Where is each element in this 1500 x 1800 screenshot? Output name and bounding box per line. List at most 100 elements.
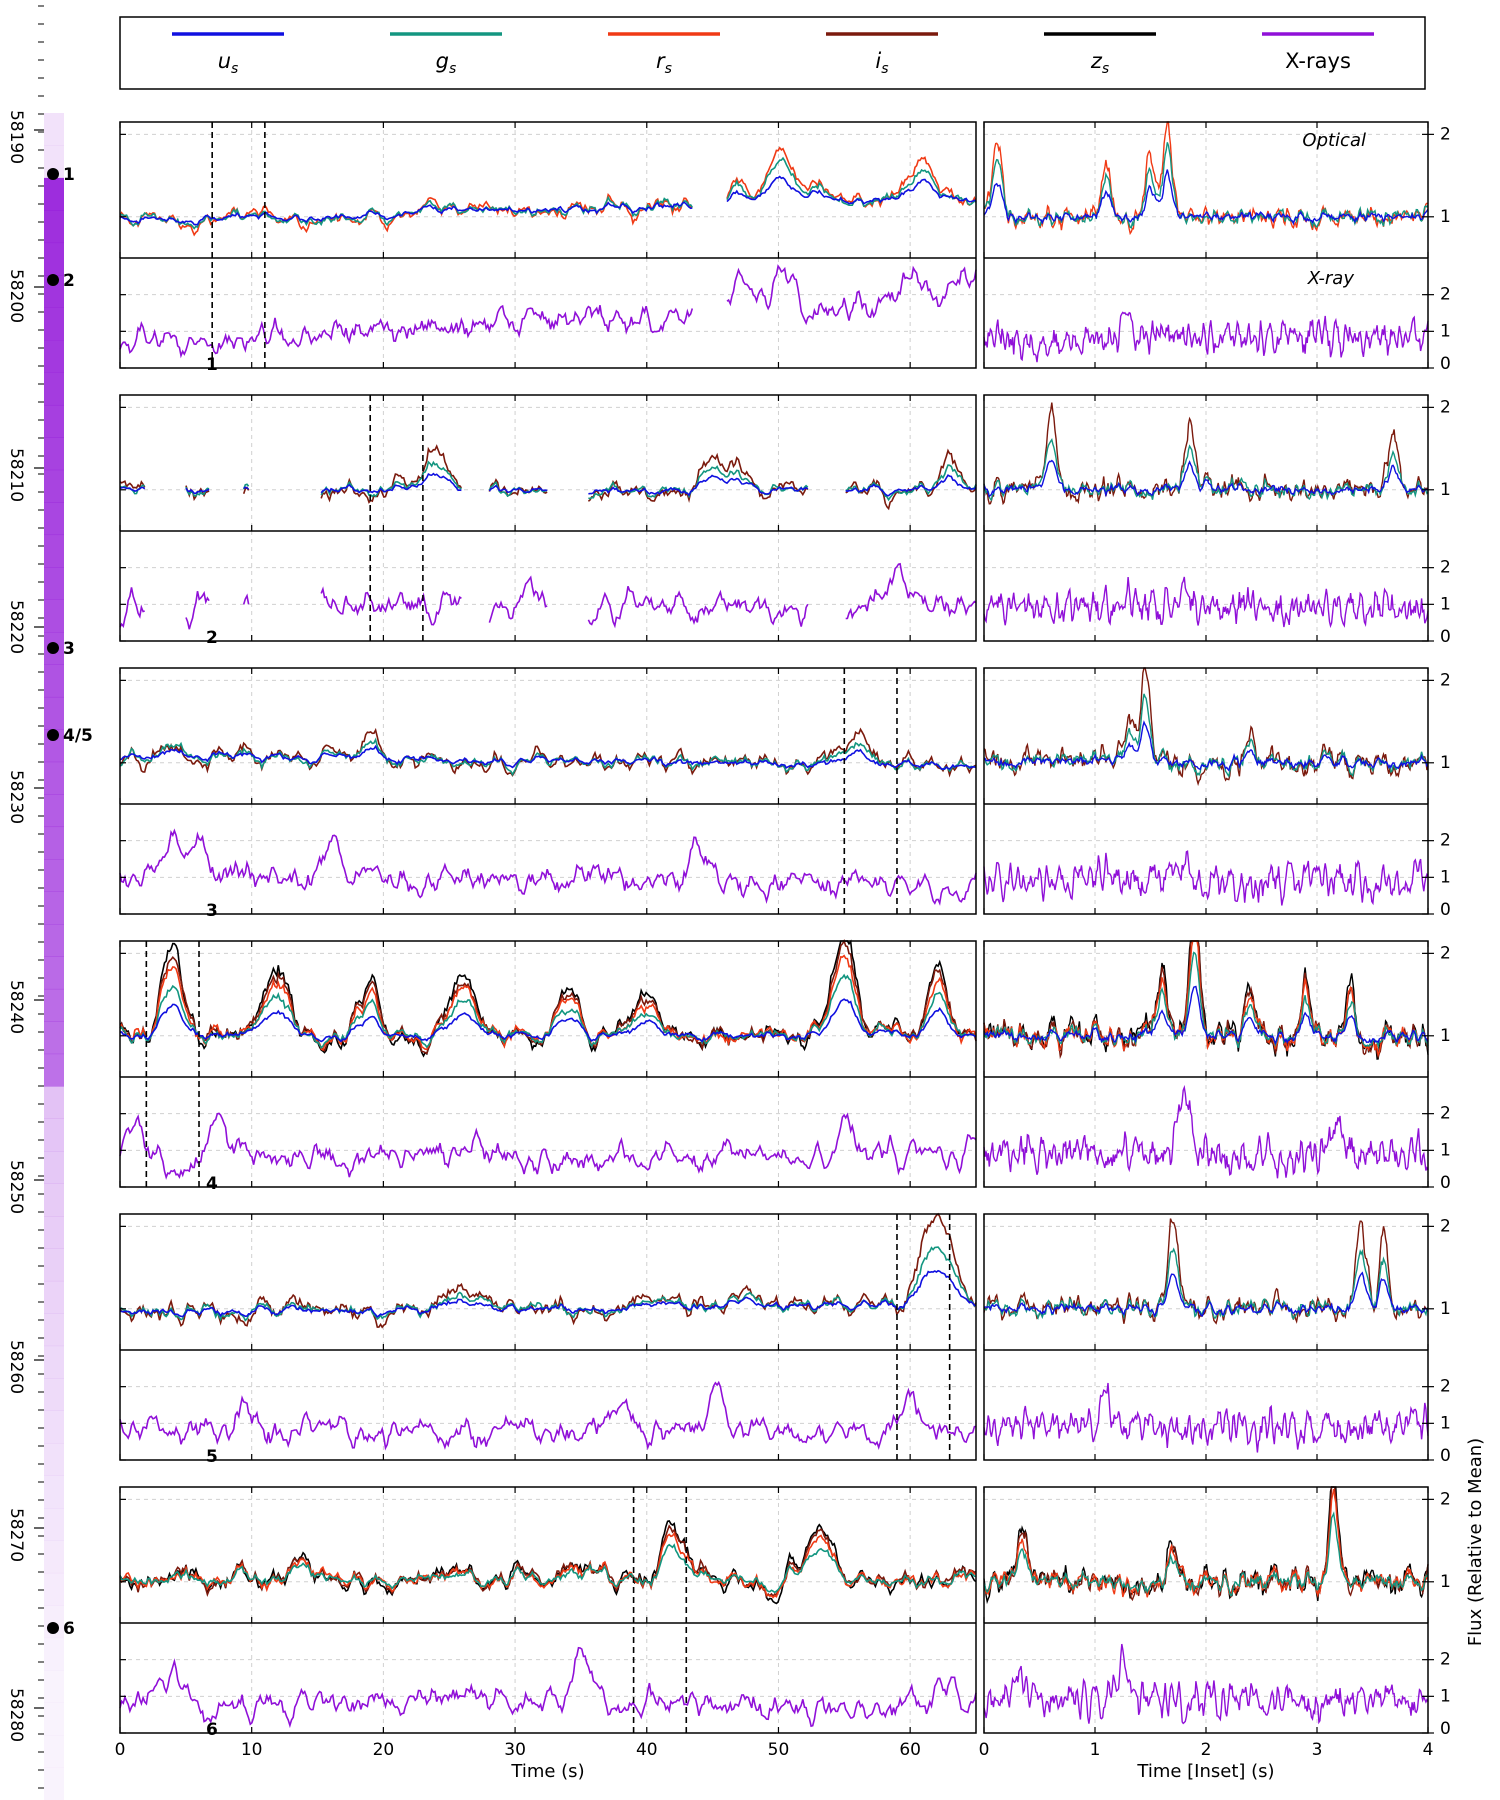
optical-series-i — [119, 444, 977, 511]
timeline-block — [44, 113, 64, 146]
optical-y-tick-label: 2 — [1440, 670, 1451, 690]
timeline-block — [44, 794, 64, 828]
xray-y-tick-label: 2 — [1440, 1104, 1451, 1124]
xray-series — [119, 1646, 977, 1729]
timeline-block — [44, 1313, 64, 1347]
main-x-tick-label: 10 — [241, 1740, 263, 1760]
timeline-block — [44, 372, 64, 406]
main-x-tick-label: 30 — [504, 1740, 526, 1760]
xray-y-tick-label: 2 — [1440, 285, 1451, 305]
timeline-block — [44, 1086, 64, 1120]
timeline-tick-label: 58280 — [6, 1688, 26, 1742]
legend-label-text: u — [218, 49, 231, 73]
panel-number-label: 1 — [206, 355, 218, 375]
panel-number-label: 5 — [206, 1447, 218, 1467]
timeline-block — [44, 1378, 64, 1411]
optical-series-r — [119, 146, 977, 237]
timeline-tick-label: 58190 — [6, 110, 26, 164]
timeline-marker-label: 3 — [63, 639, 75, 659]
inset-xray-series — [983, 1643, 1429, 1725]
xray-series — [119, 828, 977, 906]
inset-x-tick-label: 3 — [1312, 1740, 1323, 1760]
inset-xray-series — [983, 850, 1429, 906]
optical-y-tick-label: 1 — [1440, 207, 1451, 227]
inset-x-tick-label: 4 — [1423, 1740, 1434, 1760]
timeline-block — [44, 1151, 64, 1184]
xray-series — [119, 1112, 977, 1180]
inset-x-tick-label: 0 — [979, 1740, 990, 1760]
timeline-block — [44, 988, 64, 1022]
optical-y-tick-label: 1 — [1440, 1026, 1451, 1046]
timeline-block — [44, 210, 64, 244]
inset-x-axis-title: Time [Inset] (s) — [1136, 1761, 1274, 1782]
xray-series — [119, 264, 977, 359]
timeline-block — [44, 1216, 64, 1249]
inset-xray-series — [983, 1382, 1429, 1453]
main-x-axis-title: Time (s) — [510, 1761, 584, 1782]
optical-series-u — [119, 998, 977, 1043]
panel-6: 1 2 0 1 2 6 — [119, 1486, 1451, 1740]
legend-label-text: g — [436, 49, 449, 73]
optical-y-tick-label: 1 — [1440, 753, 1451, 773]
panel-frame — [119, 1486, 977, 1734]
xray-y-tick-label: 1 — [1440, 867, 1451, 887]
timeline-block — [44, 1280, 64, 1314]
timeline-block — [44, 599, 64, 633]
legend-label-subscript: s — [231, 61, 238, 77]
timeline-block — [44, 177, 64, 211]
timeline-block — [44, 404, 64, 438]
xray-y-tick-label: 2 — [1440, 831, 1451, 851]
timeline-block — [44, 1637, 64, 1671]
timeline-block — [44, 307, 64, 341]
optical-y-tick-label: 2 — [1440, 1216, 1451, 1236]
timeline-marker-dot — [47, 729, 59, 741]
legend-label-subscript: s — [449, 61, 456, 77]
timeline-marker-dot — [47, 168, 59, 180]
timeline-block — [44, 242, 64, 276]
inset-optical-series-u — [983, 985, 1429, 1046]
timeline-block — [44, 664, 64, 698]
timeline-marker-label: 4/5 — [63, 726, 93, 746]
main-x-tick-label: 20 — [373, 1740, 395, 1760]
timeline-block — [44, 502, 64, 536]
timeline-block — [44, 534, 64, 568]
inset-optical-series-g — [983, 1511, 1429, 1597]
legend-label-subscript: s — [1102, 61, 1109, 77]
xray-y-tick-label: 0 — [1440, 627, 1451, 647]
panel-5: 1 2 0 1 2 5 — [119, 1212, 1451, 1467]
legend-label-0: us — [218, 49, 239, 77]
panel-number-label: 6 — [206, 1720, 218, 1740]
panel-number-label: 4 — [206, 1174, 218, 1194]
legend-label-text: z — [1090, 49, 1103, 73]
timeline-block — [44, 469, 64, 503]
legend-label-4: zs — [1090, 49, 1109, 77]
xray-y-tick-label: 0 — [1440, 1719, 1451, 1739]
timeline-tick-label: 58210 — [6, 448, 26, 502]
timeline-marker-dot — [47, 274, 59, 286]
xray-y-tick-label: 2 — [1440, 1650, 1451, 1670]
optical-series-r — [119, 1531, 977, 1599]
legend-label-1: gs — [436, 49, 457, 77]
optical-y-tick-label: 1 — [1440, 1572, 1451, 1592]
timeline-block — [44, 1118, 64, 1152]
timeline-marker-dot — [47, 1622, 59, 1634]
panel-number-label: 3 — [206, 901, 218, 921]
panel-frame — [119, 1213, 977, 1461]
timeline-block — [44, 567, 64, 600]
timeline-tick-label: 58200 — [6, 269, 26, 323]
xray-series — [119, 1380, 977, 1451]
inset-optical-series-u — [983, 1271, 1429, 1318]
timeline-block — [44, 1443, 64, 1476]
timeline-block — [44, 1572, 64, 1606]
timeline-block — [44, 761, 64, 795]
xray-y-tick-label: 0 — [1440, 900, 1451, 920]
xray-y-tick-label: 1 — [1440, 1140, 1451, 1160]
timeline-marker-dot — [47, 642, 59, 654]
timeline-block — [44, 1735, 64, 1768]
xray-y-tick-label: 1 — [1440, 1413, 1451, 1433]
main-x-tick-label: 50 — [768, 1740, 790, 1760]
timeline-block — [44, 1053, 64, 1087]
timeline-block — [44, 924, 64, 957]
optical-label: Optical — [1302, 130, 1366, 151]
